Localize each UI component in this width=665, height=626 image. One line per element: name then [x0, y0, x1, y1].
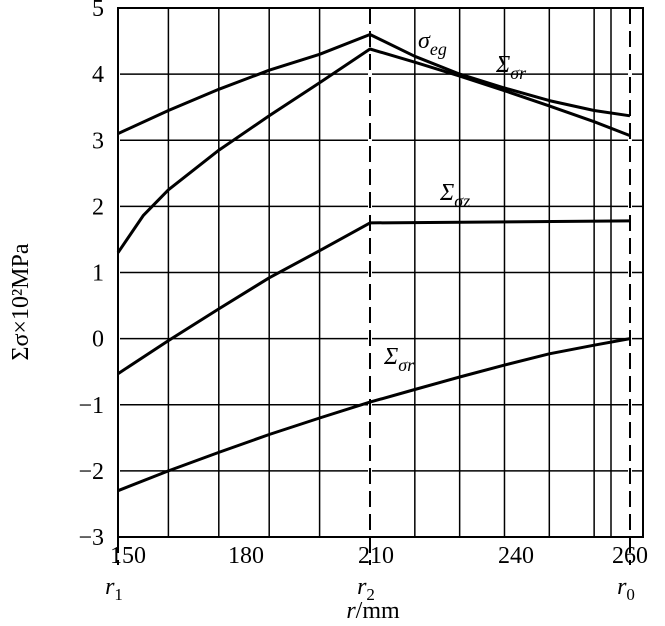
x-tick-labels: 150 180 210 240 260	[110, 543, 648, 569]
y-tick-label: −3	[78, 525, 104, 551]
x-axis-label-var: r	[346, 598, 356, 624]
x-tick-label: 150	[110, 543, 146, 569]
series-line-3	[117, 219, 631, 375]
marker-label: r2	[357, 574, 375, 604]
series-label-3: Σσz	[439, 180, 470, 211]
y-tick-label: 1	[92, 261, 104, 287]
x-tick-label: 210	[358, 543, 394, 569]
plot-border	[117, 7, 644, 538]
y-tick-label: 4	[92, 62, 104, 88]
y-tick-label: −2	[78, 459, 104, 485]
y-tick-labels: 5 4 3 2 1 0 −1 −2 −3	[78, 0, 104, 551]
series-annotations: r1 r2 r0 σeg Σσr Σσz Σσr	[105, 28, 635, 604]
marker-label: r1	[105, 574, 123, 604]
series-line-4	[117, 337, 631, 493]
series-label-1: σeg	[418, 28, 447, 59]
y-tick-label: 2	[92, 194, 104, 220]
x-tick-label: 260	[612, 543, 648, 569]
marker-label: r0	[617, 574, 635, 604]
series-label-4: Σσr	[383, 344, 415, 375]
series-line-2	[116, 47, 631, 254]
y-axis-label: Σσ×10²MPa	[8, 243, 34, 360]
x-axis-label: r/mm	[346, 598, 400, 624]
y-tick-label: 3	[92, 128, 104, 154]
x-axis-label-unit: /mm	[356, 598, 400, 624]
y-tick-label: −1	[78, 393, 104, 419]
series-lines	[116, 33, 631, 493]
series-label-2: Σσr	[495, 52, 527, 83]
grid	[117, 7, 643, 538]
y-tick-label: 5	[92, 0, 104, 22]
plot-frame	[117, 7, 644, 538]
marker-lines	[116, 8, 632, 565]
series-line-1	[117, 33, 631, 135]
y-tick-label: 0	[92, 327, 104, 353]
x-tick-label: 180	[228, 543, 264, 569]
x-tick-label: 240	[498, 543, 534, 569]
